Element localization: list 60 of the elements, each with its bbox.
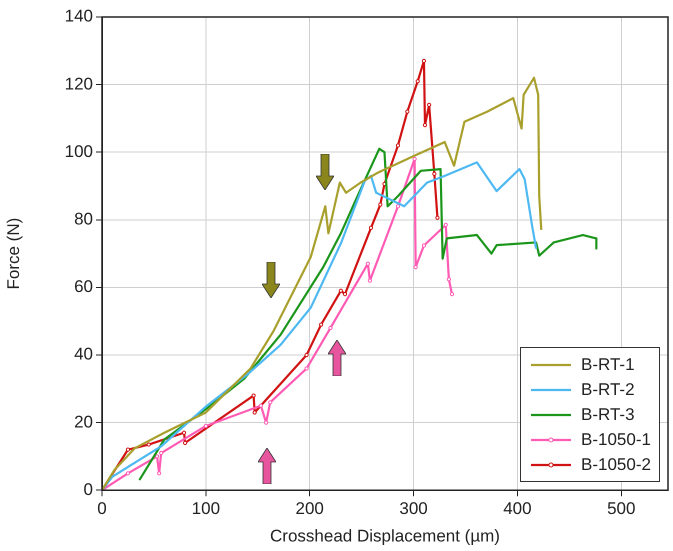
point	[304, 366, 309, 371]
point	[258, 404, 263, 408]
point	[368, 226, 374, 230]
point	[432, 172, 436, 176]
y-tick-label: 120	[64, 74, 93, 94]
legend-label: B-1050-2	[581, 454, 651, 475]
y-tick-label: 100	[64, 142, 93, 161]
point	[126, 448, 130, 452]
point	[342, 292, 348, 296]
point	[427, 102, 432, 107]
point	[396, 143, 400, 148]
point	[422, 123, 428, 128]
y-tick-label: 40	[74, 344, 93, 364]
point	[157, 471, 162, 476]
x-tick-label: 500	[607, 499, 636, 518]
y-axis-title: Force (N)	[4, 218, 23, 290]
point	[304, 352, 309, 358]
point	[126, 471, 130, 476]
y-tick-label: 60	[74, 277, 93, 296]
point	[446, 277, 451, 282]
point	[366, 262, 370, 266]
point	[268, 400, 272, 404]
legend-label: B-RT-3	[581, 404, 635, 425]
point	[204, 424, 208, 428]
point	[252, 410, 257, 415]
point	[159, 450, 164, 456]
point	[422, 243, 426, 248]
legend-label: B-RT-1	[581, 354, 635, 375]
point	[182, 440, 188, 445]
point	[338, 288, 343, 293]
point	[328, 326, 333, 330]
legend-label: B-RT-2	[581, 380, 635, 400]
point	[182, 430, 186, 435]
point	[378, 202, 382, 207]
point	[435, 216, 440, 220]
point	[412, 156, 417, 162]
point	[264, 420, 268, 425]
y-tick-label: 20	[74, 412, 93, 432]
point	[414, 265, 418, 270]
y-tick-label: 80	[74, 209, 93, 228]
point	[422, 58, 426, 64]
point	[319, 322, 324, 327]
x-tick-label: 300	[399, 499, 428, 518]
x-tick-label: 0	[97, 499, 107, 518]
point	[444, 222, 448, 227]
point	[146, 442, 151, 447]
x-tick-label: 100	[192, 499, 220, 518]
point	[368, 278, 372, 283]
point	[405, 110, 410, 114]
x-tick-label: 400	[503, 499, 532, 518]
point	[450, 292, 454, 296]
point	[396, 204, 400, 208]
y-tick-label: 140	[64, 6, 93, 26]
y-tick-label: 0	[84, 480, 93, 499]
x-tick-label: 200	[296, 499, 324, 518]
x-axis-title: Crosshead Displacement (µm)	[270, 526, 500, 546]
point	[252, 393, 256, 398]
legend-label: B-1050-1	[581, 430, 651, 450]
point	[154, 454, 160, 458]
point	[416, 79, 420, 84]
